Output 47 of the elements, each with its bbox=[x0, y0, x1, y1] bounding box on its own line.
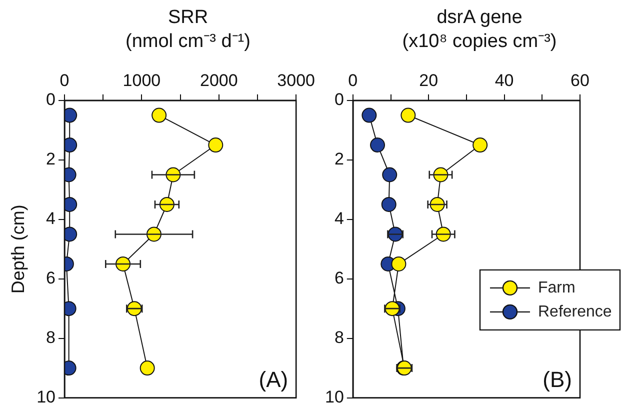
point bbox=[382, 167, 398, 182]
point bbox=[126, 301, 142, 316]
y-tick-label: 0 bbox=[334, 90, 344, 110]
y-tick-label: 2 bbox=[334, 150, 344, 169]
point bbox=[391, 256, 406, 272]
point bbox=[64, 226, 78, 242]
y-tick-label: 6 bbox=[334, 268, 344, 288]
point bbox=[430, 196, 445, 212]
y-tick-label: 8 bbox=[46, 328, 56, 348]
y-tick-label: 6 bbox=[46, 268, 56, 288]
x-tick-label: 3000 bbox=[277, 70, 316, 90]
point bbox=[400, 108, 416, 123]
x-tick-label: 0 bbox=[60, 70, 70, 90]
chart-title: dsrA gene bbox=[436, 7, 522, 28]
y-tick-label: 2 bbox=[46, 150, 56, 169]
x-tick-label: 1000 bbox=[122, 70, 161, 90]
chart-subtitle: (nmol cm⁻³ d⁻¹) bbox=[126, 31, 250, 52]
point bbox=[472, 138, 488, 153]
y-tick-label: 10 bbox=[36, 387, 56, 406]
y-axis-title: Depth (cm) bbox=[8, 204, 28, 294]
x-tick-label: 2000 bbox=[200, 70, 238, 90]
annotation: (B) bbox=[542, 366, 572, 392]
x-tick-label: 20 bbox=[419, 70, 438, 90]
y-tick-label: 0 bbox=[46, 90, 56, 110]
legend-label: Reference bbox=[538, 303, 612, 320]
chart-subtitle: (x10⁸ copies cm⁻³) bbox=[402, 31, 557, 52]
y-tick-label: 4 bbox=[46, 209, 56, 228]
point bbox=[381, 196, 396, 212]
point bbox=[208, 138, 224, 153]
point bbox=[140, 360, 155, 376]
y-tick-label: 8 bbox=[334, 328, 344, 348]
point bbox=[64, 138, 78, 153]
x-tick-label: 40 bbox=[494, 70, 514, 90]
point bbox=[116, 256, 131, 272]
x-tick-label: 0 bbox=[348, 70, 358, 90]
legend-label: Farm bbox=[538, 279, 576, 296]
y-tick-label: 10 bbox=[324, 387, 344, 406]
annotation: (A) bbox=[258, 366, 288, 392]
y-tick-label: 4 bbox=[334, 209, 344, 228]
x-tick-label: 60 bbox=[570, 70, 590, 90]
point bbox=[64, 196, 78, 212]
chart-title: SRR bbox=[168, 7, 208, 28]
point bbox=[159, 196, 174, 212]
point bbox=[64, 108, 78, 123]
point bbox=[370, 138, 386, 153]
point bbox=[362, 108, 377, 123]
point bbox=[152, 108, 167, 123]
